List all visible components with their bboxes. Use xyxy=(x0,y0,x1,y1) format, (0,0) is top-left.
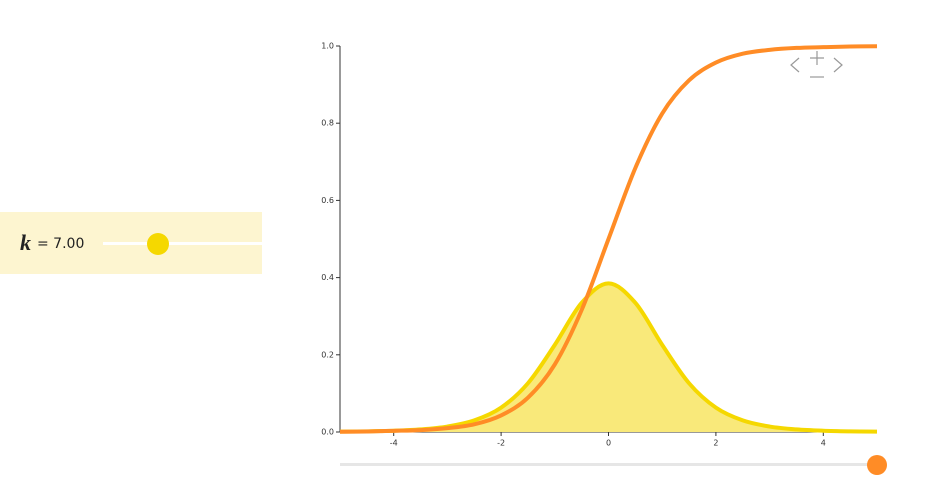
x-tick-label: -4 xyxy=(390,439,398,448)
parameter-panel: k = 7.00 xyxy=(0,212,262,274)
slider-track[interactable] xyxy=(103,242,262,245)
line xyxy=(339,44,878,434)
y-tick-label: 1.0 xyxy=(321,42,334,51)
x-tick-label: 4 xyxy=(821,439,826,448)
y-tick-label: 0.8 xyxy=(321,119,334,128)
area xyxy=(340,283,877,432)
parameter-name: k xyxy=(20,230,31,255)
zoom-in[interactable] xyxy=(810,51,824,65)
x-tick-label: 2 xyxy=(713,439,718,448)
parameter-value: = 7.00 xyxy=(37,236,85,252)
zoom-left[interactable] xyxy=(790,57,800,73)
x-tick-label: -2 xyxy=(497,439,505,448)
y-tick-label: 0.4 xyxy=(321,273,334,282)
x-slider-track[interactable] xyxy=(340,463,877,466)
zoom-right[interactable] xyxy=(833,57,843,73)
y-tick-label: 0.6 xyxy=(321,196,334,205)
slider-knob[interactable] xyxy=(147,233,169,255)
y-tick-label: 0.0 xyxy=(321,428,334,437)
zoom-controls[interactable] xyxy=(790,51,843,78)
x-tick-label: 0 xyxy=(606,439,611,448)
y-tick-label: 0.2 xyxy=(321,350,334,359)
x-slider-knob[interactable] xyxy=(867,455,887,475)
